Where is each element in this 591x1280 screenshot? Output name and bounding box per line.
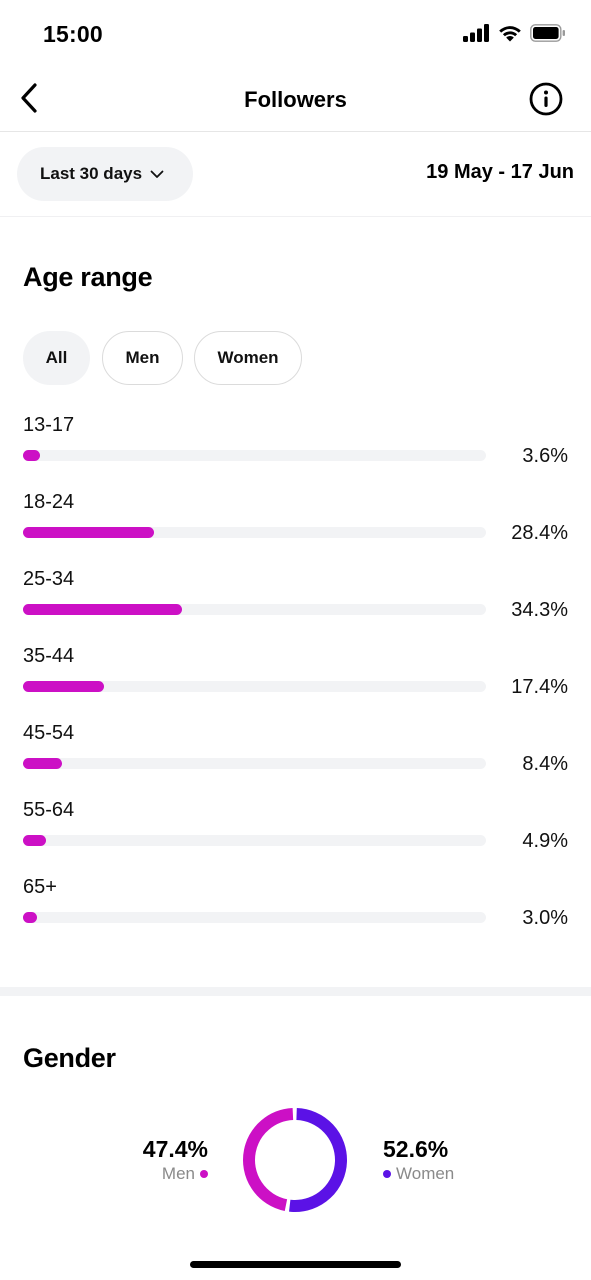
age-bar-fill xyxy=(23,604,182,615)
wifi-icon xyxy=(498,24,522,47)
age-row: 65+ 3.0% xyxy=(23,874,568,951)
age-bar-track xyxy=(23,681,486,692)
donut-segment-men xyxy=(243,1108,347,1212)
age-bar-fill xyxy=(23,912,37,923)
chevron-down-icon xyxy=(150,170,164,179)
age-bar-track xyxy=(23,912,486,923)
age-row: 18-24 28.4% xyxy=(23,489,568,566)
age-value: 4.9% xyxy=(522,830,568,852)
status-time: 15:00 xyxy=(43,21,103,47)
filter-row: Last 30 days 19 May - 17 Jun xyxy=(0,133,591,217)
age-bar-track xyxy=(23,758,486,769)
segment-all[interactable]: All xyxy=(23,331,90,385)
age-value: 3.0% xyxy=(522,907,568,929)
age-bar-fill xyxy=(23,450,40,461)
age-row: 35-44 17.4% xyxy=(23,643,568,720)
age-value: 8.4% xyxy=(522,753,568,775)
age-value: 3.6% xyxy=(522,445,568,467)
age-label: 45-54 xyxy=(23,722,75,744)
gender-donut xyxy=(243,1108,347,1212)
gender-women-value: 52.6% xyxy=(383,1136,449,1162)
age-label: 25-34 xyxy=(23,568,75,590)
age-value: 28.4% xyxy=(511,522,568,544)
back-button[interactable] xyxy=(14,82,44,118)
date-range-dropdown-label: Last 30 days xyxy=(40,164,143,183)
gender-men-value: 47.4% xyxy=(142,1136,208,1162)
age-value: 17.4% xyxy=(511,676,568,698)
gender-chart: 47.4% Men 52.6% Women xyxy=(0,1100,591,1220)
gender-men-label: Men xyxy=(161,1164,195,1183)
age-label: 18-24 xyxy=(23,491,75,513)
age-bar-track xyxy=(23,450,486,461)
donut-segment-women xyxy=(243,1108,347,1212)
gender-men-legend: 47.4% Men xyxy=(143,1136,208,1184)
status-bar: 15:00 xyxy=(0,0,591,70)
segment-men[interactable]: Men xyxy=(102,331,183,385)
age-row: 55-64 4.9% xyxy=(23,797,568,874)
age-row: 25-34 34.3% xyxy=(23,566,568,643)
age-label: 55-64 xyxy=(23,799,75,821)
gender-women-legend: 52.6% Women xyxy=(383,1136,454,1184)
date-range-text: 19 May - 17 Jun xyxy=(426,161,574,183)
age-value: 34.3% xyxy=(511,599,568,621)
men-color-dot xyxy=(200,1170,208,1178)
age-range-title: Age range xyxy=(23,262,153,292)
home-indicator xyxy=(190,1261,401,1268)
info-button[interactable] xyxy=(529,82,563,116)
age-range-list: 13-17 3.6% 18-24 28.4% 25-34 34.3% 35-44… xyxy=(23,412,568,951)
age-label: 65+ xyxy=(23,876,57,898)
age-bar-fill xyxy=(23,681,104,692)
age-bar-fill xyxy=(23,758,62,769)
age-bar-track xyxy=(23,835,486,846)
age-row: 13-17 3.6% xyxy=(23,412,568,489)
date-range-dropdown[interactable]: Last 30 days xyxy=(17,147,193,201)
women-color-dot xyxy=(383,1170,391,1178)
page-title: Followers xyxy=(244,87,347,112)
age-bar-fill xyxy=(23,527,155,538)
gender-women-label-row: Women xyxy=(383,1164,454,1184)
chevron-left-icon xyxy=(19,82,39,118)
age-row: 45-54 8.4% xyxy=(23,720,568,797)
gender-men-label-row: Men xyxy=(143,1164,208,1184)
info-icon xyxy=(529,82,563,120)
status-icons xyxy=(463,24,566,47)
gender-women-label: Women xyxy=(396,1164,455,1183)
navigation-bar: Followers xyxy=(0,70,591,132)
section-divider xyxy=(0,987,591,996)
age-label: 35-44 xyxy=(23,645,75,667)
age-label: 13-17 xyxy=(23,414,75,436)
signal-icon xyxy=(463,24,490,47)
age-bar-track xyxy=(23,604,486,615)
gender-title: Gender xyxy=(23,1043,116,1073)
age-bar-fill xyxy=(23,835,46,846)
battery-icon xyxy=(530,24,566,47)
age-bar-track xyxy=(23,527,486,538)
segment-women[interactable]: Women xyxy=(194,331,302,385)
